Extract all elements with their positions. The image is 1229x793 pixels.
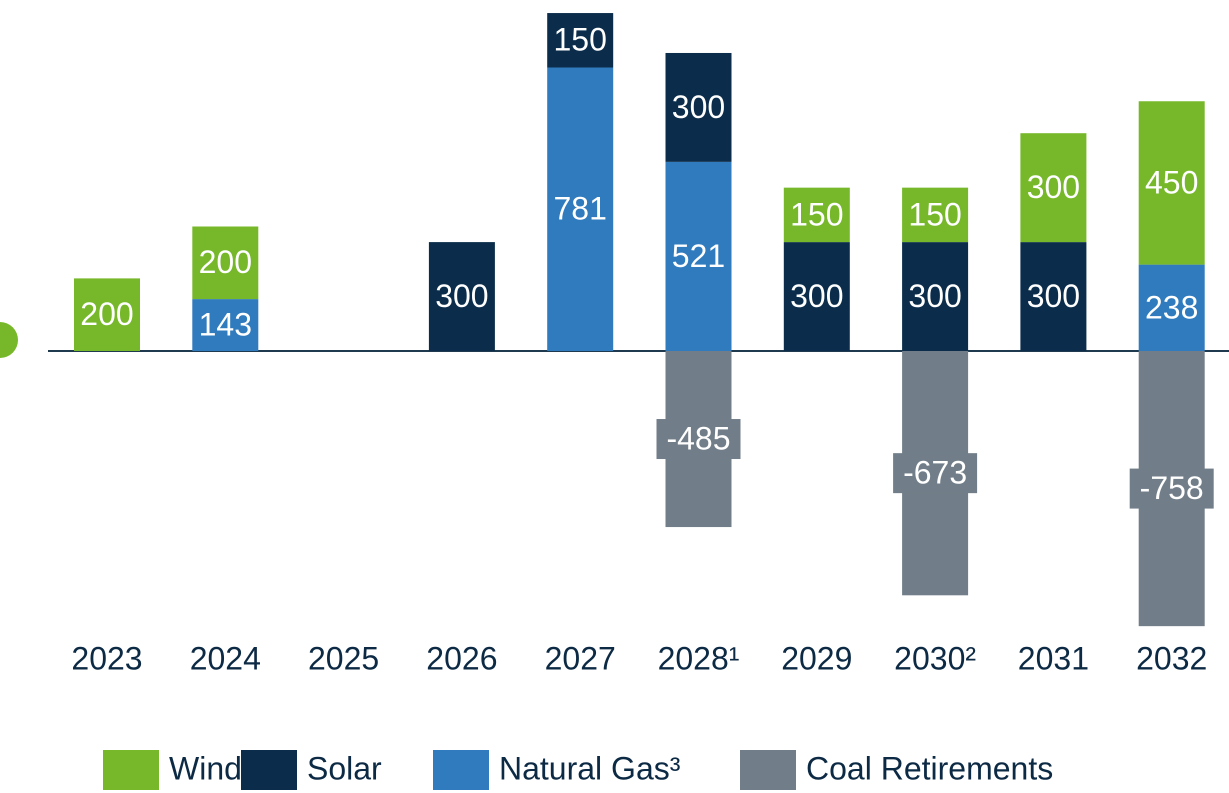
x-tick-label: 2032 bbox=[1136, 640, 1207, 676]
bar-segment bbox=[665, 52, 732, 162]
bar-segment bbox=[74, 278, 140, 351]
bar-segment bbox=[547, 13, 614, 68]
value-label: 200 bbox=[199, 244, 252, 280]
bar-segment bbox=[783, 242, 850, 351]
bar-segment bbox=[665, 161, 732, 351]
x-tick-label: 2028¹ bbox=[658, 640, 740, 676]
x-tick-label: 2029 bbox=[781, 640, 852, 676]
bar-segment bbox=[1138, 101, 1205, 265]
legend-label: Solar bbox=[307, 750, 382, 786]
x-tick-label: 2030² bbox=[894, 640, 976, 676]
x-tick-label: 2031 bbox=[1018, 640, 1089, 676]
x-tick-label: 2025 bbox=[308, 640, 379, 676]
bar-segment bbox=[902, 242, 969, 351]
decoration bbox=[0, 322, 18, 358]
x-tick-label: 2026 bbox=[426, 640, 497, 676]
legend-label: Wind bbox=[169, 750, 242, 786]
legend-swatch bbox=[433, 750, 489, 790]
value-label: 238 bbox=[1145, 289, 1198, 325]
value-label: 521 bbox=[672, 238, 725, 274]
value-label: -673 bbox=[903, 455, 967, 491]
value-label-box bbox=[893, 453, 978, 494]
bar-segment bbox=[1020, 242, 1087, 351]
bar-segment bbox=[428, 242, 495, 351]
value-label-box bbox=[1129, 468, 1214, 509]
value-label: -485 bbox=[666, 420, 730, 456]
bar-segment bbox=[547, 67, 614, 351]
value-label: 300 bbox=[1027, 169, 1080, 205]
value-label: 300 bbox=[908, 278, 961, 314]
bar-segment bbox=[783, 187, 850, 243]
value-label: 150 bbox=[554, 22, 607, 58]
x-tick-label: 2027 bbox=[545, 640, 616, 676]
value-label: 300 bbox=[435, 278, 488, 314]
value-label: 200 bbox=[80, 296, 133, 332]
legend-swatch bbox=[103, 750, 159, 790]
legend-label: Coal Retirements bbox=[806, 750, 1053, 786]
value-label: 150 bbox=[790, 196, 843, 232]
value-label: 300 bbox=[790, 278, 843, 314]
value-label: 143 bbox=[199, 306, 252, 342]
legend-label: Natural Gas³ bbox=[499, 750, 681, 786]
value-label: -758 bbox=[1140, 470, 1204, 506]
bar-segment bbox=[1138, 264, 1205, 351]
x-tick-label: 2024 bbox=[190, 640, 261, 676]
value-label: 300 bbox=[672, 89, 725, 125]
value-label-box bbox=[656, 419, 741, 460]
value-label: 450 bbox=[1145, 164, 1198, 200]
x-tick-label: 2023 bbox=[71, 640, 142, 676]
bar-segment bbox=[902, 187, 969, 243]
value-label: 300 bbox=[1027, 278, 1080, 314]
value-label: 781 bbox=[554, 191, 607, 227]
bar-segment bbox=[192, 226, 259, 300]
legend-swatch bbox=[740, 750, 796, 790]
bar-segment bbox=[192, 299, 259, 351]
legend-swatch bbox=[241, 750, 297, 790]
bar-segment bbox=[1020, 133, 1087, 243]
value-label: 150 bbox=[908, 196, 961, 232]
